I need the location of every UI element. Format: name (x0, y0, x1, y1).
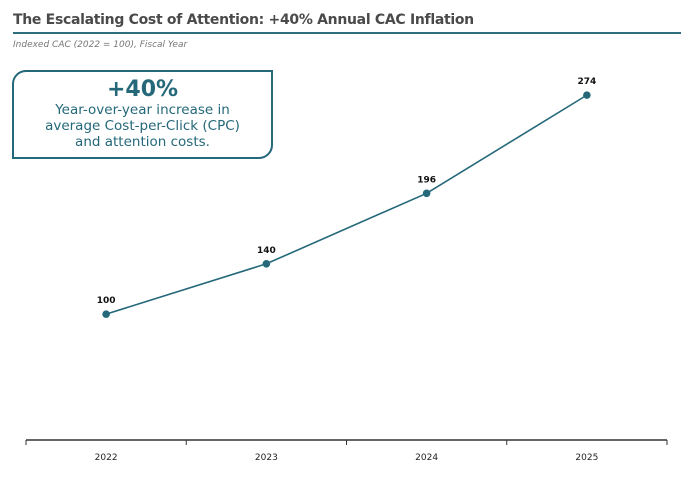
chart-subtitle: Indexed CAC (2022 = 100), Fiscal Year (13, 40, 188, 50)
data-point (262, 259, 271, 268)
x-tick-label: 2023 (255, 453, 278, 463)
data-point (422, 189, 431, 198)
callout-line-2: average Cost-per-Click (CPC) (45, 118, 240, 134)
x-tick-label: 2025 (575, 453, 598, 463)
callout-box: +40% Year-over-year increase in average … (12, 70, 273, 159)
data-label: 274 (577, 77, 596, 87)
data-label: 196 (417, 175, 436, 185)
callout-headline: +40% (106, 77, 179, 102)
title-divider (13, 32, 681, 34)
x-tick-label: 2024 (415, 453, 438, 463)
series-line (105, 94, 588, 315)
callout-line-3: and attention costs. (75, 134, 210, 150)
data-label: 100 (97, 296, 116, 306)
chart-title: The Escalating Cost of Attention: +40% A… (13, 12, 474, 28)
data-point (102, 310, 110, 318)
x-tick-label: 2022 (95, 453, 118, 463)
callout-line-1: Year-over-year increase in (55, 102, 230, 118)
data-label: 140 (257, 246, 276, 256)
data-point (583, 91, 591, 99)
